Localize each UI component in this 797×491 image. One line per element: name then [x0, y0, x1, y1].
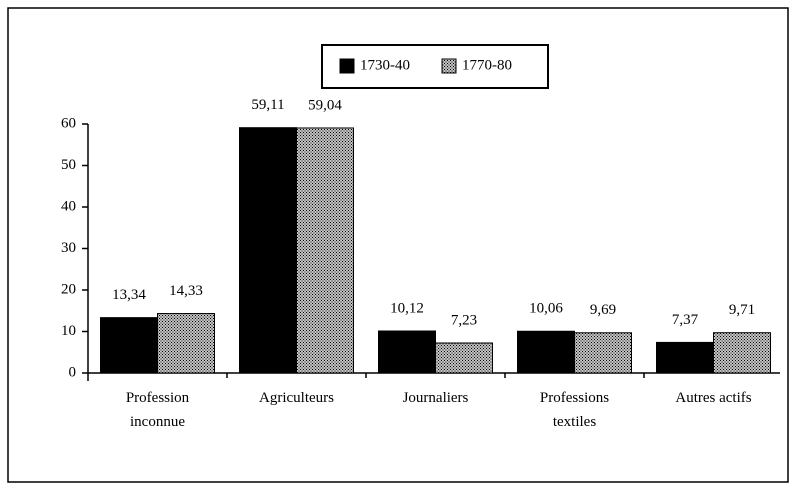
bar [378, 330, 436, 374]
bar [435, 342, 493, 374]
bar [296, 127, 354, 374]
x-tick-label: Autres actifs [675, 390, 751, 406]
value-label: 7,23 [451, 312, 477, 328]
value-label: 13,34 [112, 287, 146, 303]
legend: 1730-40 1770-80 [321, 44, 549, 89]
value-label: 59,04 [308, 97, 342, 113]
value-label: 10,06 [529, 301, 563, 317]
bar [517, 330, 575, 374]
legend-label: 1770-80 [462, 57, 512, 73]
legend-label: 1730-40 [360, 57, 410, 73]
legend-swatch [339, 58, 355, 74]
y-tick-label: 0 [69, 364, 77, 380]
y-tick-label: 40 [61, 198, 76, 214]
value-label: 59,11 [251, 97, 284, 113]
y-tick-label: 60 [61, 115, 76, 131]
bar [100, 317, 158, 374]
y-tick-label: 20 [61, 281, 76, 297]
y-tick-label: 50 [61, 157, 76, 173]
frame [7, 7, 789, 483]
x-tick-label: Profession inconnue [126, 390, 190, 430]
value-label: 9,69 [590, 302, 616, 318]
legend-box [321, 44, 549, 89]
bar [239, 127, 297, 374]
value-label: 10,12 [390, 300, 424, 316]
y-tick-label: 10 [61, 323, 76, 339]
bar [656, 341, 714, 374]
x-tick-label: Professions textiles [540, 390, 609, 430]
y-tick-label: 30 [61, 240, 76, 256]
x-tick-label: Agriculteurs [259, 390, 334, 406]
x-tick-label: Journaliers [403, 390, 469, 406]
bar [157, 313, 215, 374]
legend-swatch [441, 58, 457, 74]
bar [574, 332, 632, 374]
value-label: 7,37 [672, 312, 699, 328]
value-label: 9,71 [729, 302, 755, 318]
value-label: 14,33 [169, 283, 203, 299]
bar [713, 332, 771, 374]
